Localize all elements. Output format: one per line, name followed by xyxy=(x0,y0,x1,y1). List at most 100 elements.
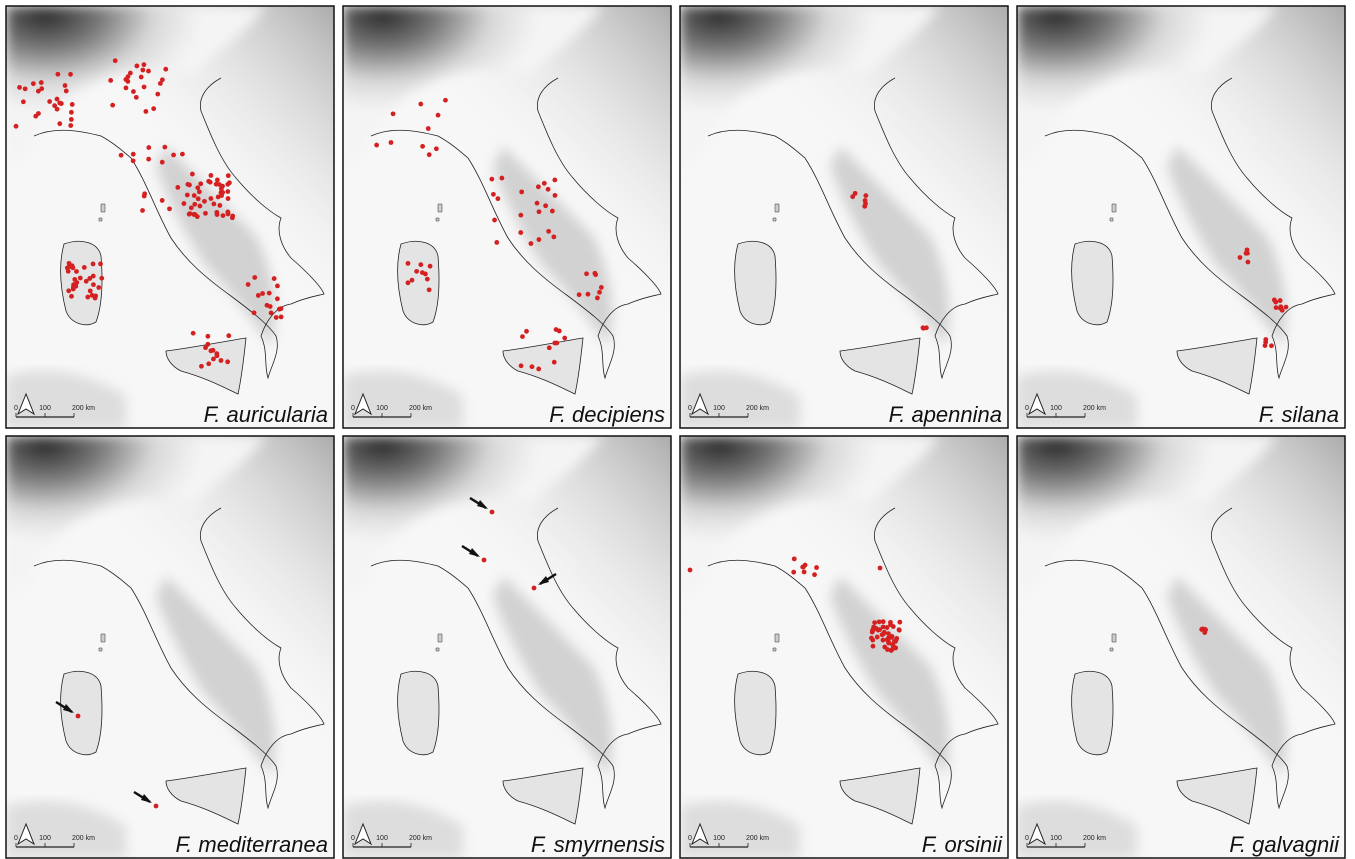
occurrence-dot xyxy=(70,102,75,107)
scale-label: 200 km xyxy=(72,405,95,412)
occurrence-dot xyxy=(546,229,551,234)
occurrence-dot xyxy=(595,296,600,301)
occurrence-dot xyxy=(546,187,551,192)
occurrence-dot xyxy=(252,275,257,280)
occurrence-dot xyxy=(518,230,523,235)
occurrence-dot xyxy=(426,126,431,131)
occurrence-dot xyxy=(1263,337,1268,342)
occurrence-dot xyxy=(55,72,60,77)
occurrence-dot xyxy=(518,213,523,218)
occurrence-dot xyxy=(225,210,230,215)
scale-label: 100 xyxy=(713,405,725,412)
occurrence-dot xyxy=(688,568,693,573)
occurrence-dot xyxy=(69,110,74,115)
occurrence-dot xyxy=(192,202,197,207)
occurrence-dot xyxy=(492,218,497,223)
occurrence-dot xyxy=(191,331,196,336)
occurrence-dot xyxy=(98,262,103,267)
occurrence-dot xyxy=(252,310,257,315)
occurrence-dot xyxy=(68,72,73,77)
scale-label: 100 xyxy=(1050,405,1062,412)
occurrence-dot xyxy=(536,237,541,242)
occurrence-dot xyxy=(489,177,494,182)
occurrence-dot xyxy=(814,565,819,570)
occurrence-dot xyxy=(871,644,876,649)
occurrence-dot xyxy=(198,204,203,209)
occurrence-dot xyxy=(191,212,196,217)
occurrence-dot xyxy=(230,215,235,220)
occurrence-dot xyxy=(110,103,115,108)
occurrence-dot xyxy=(274,315,279,320)
species-name: F. apennina xyxy=(889,402,1002,427)
occurrence-dot xyxy=(410,278,415,283)
scale-label: 100 xyxy=(39,405,51,412)
occurrence-dot xyxy=(792,556,797,561)
occurrence-dot xyxy=(160,77,165,82)
occurrence-dot xyxy=(202,199,207,204)
occurrence-dot xyxy=(536,184,541,189)
occurrence-dot xyxy=(151,106,156,111)
occurrence-dot xyxy=(131,152,136,157)
occurrence-dot xyxy=(550,209,555,214)
scale-label: 200 km xyxy=(72,835,95,842)
occurrence-dot xyxy=(256,293,261,298)
occurrence-dot xyxy=(878,566,883,571)
occurrence-dot xyxy=(146,157,151,162)
occurrence-dot xyxy=(196,196,201,201)
occurrence-dot xyxy=(226,173,231,178)
occurrence-dot xyxy=(203,345,208,350)
occurrence-dot xyxy=(881,638,886,643)
occurrence-dot xyxy=(1269,343,1274,348)
species-name: F. orsinii xyxy=(922,832,1003,857)
occurrence-dot xyxy=(1245,247,1250,252)
occurrence-dot xyxy=(886,631,891,636)
occurrence-dot xyxy=(897,628,902,633)
occurrence-dot xyxy=(69,117,74,122)
occurrence-dot xyxy=(108,78,113,83)
occurrence-dot xyxy=(490,510,495,515)
occurrence-dot xyxy=(891,624,896,629)
occurrence-dot xyxy=(593,272,598,277)
occurrence-dot xyxy=(577,292,582,297)
occurrence-dot xyxy=(96,285,101,290)
occurrence-dot xyxy=(123,77,128,82)
occurrence-dot xyxy=(182,201,187,206)
occurrence-dot xyxy=(17,85,22,90)
occurrence-dot xyxy=(1278,298,1283,303)
occurrence-dot xyxy=(162,145,167,150)
occurrence-dot xyxy=(82,265,87,270)
occurrence-dot xyxy=(91,262,96,267)
occurrence-dot xyxy=(872,620,877,625)
scale-label: 200 km xyxy=(746,405,769,412)
occurrence-dot xyxy=(206,361,211,366)
scale-label: 0 xyxy=(351,405,355,412)
occurrence-dot xyxy=(198,181,203,186)
scale-label: 200 km xyxy=(1083,405,1106,412)
occurrence-dot xyxy=(139,75,144,80)
scale-label: 0 xyxy=(1025,835,1029,842)
occurrence-dot xyxy=(870,630,875,635)
occurrence-dot xyxy=(142,85,147,90)
occurrence-dot xyxy=(532,586,537,591)
occurrence-dot xyxy=(208,196,213,201)
occurrence-dot xyxy=(142,62,147,67)
occurrence-dot xyxy=(536,367,541,372)
occurrence-dot xyxy=(1202,630,1207,635)
occurrence-dot xyxy=(1272,297,1277,302)
occurrence-dot xyxy=(66,269,71,274)
scale-label: 0 xyxy=(14,835,18,842)
scale-label: 100 xyxy=(39,835,51,842)
occurrence-dot xyxy=(520,334,525,339)
scale-label: 100 xyxy=(376,405,388,412)
occurrence-dot xyxy=(267,291,272,296)
occurrence-dot xyxy=(496,196,501,201)
map-base xyxy=(343,6,671,428)
scale-label: 200 km xyxy=(1083,835,1106,842)
occurrence-dot xyxy=(853,191,858,196)
map-panel: 0100200 kmF. auricularia xyxy=(6,6,334,428)
occurrence-dot xyxy=(875,635,880,640)
occurrence-dot xyxy=(246,282,251,287)
occurrence-dot xyxy=(597,290,602,295)
